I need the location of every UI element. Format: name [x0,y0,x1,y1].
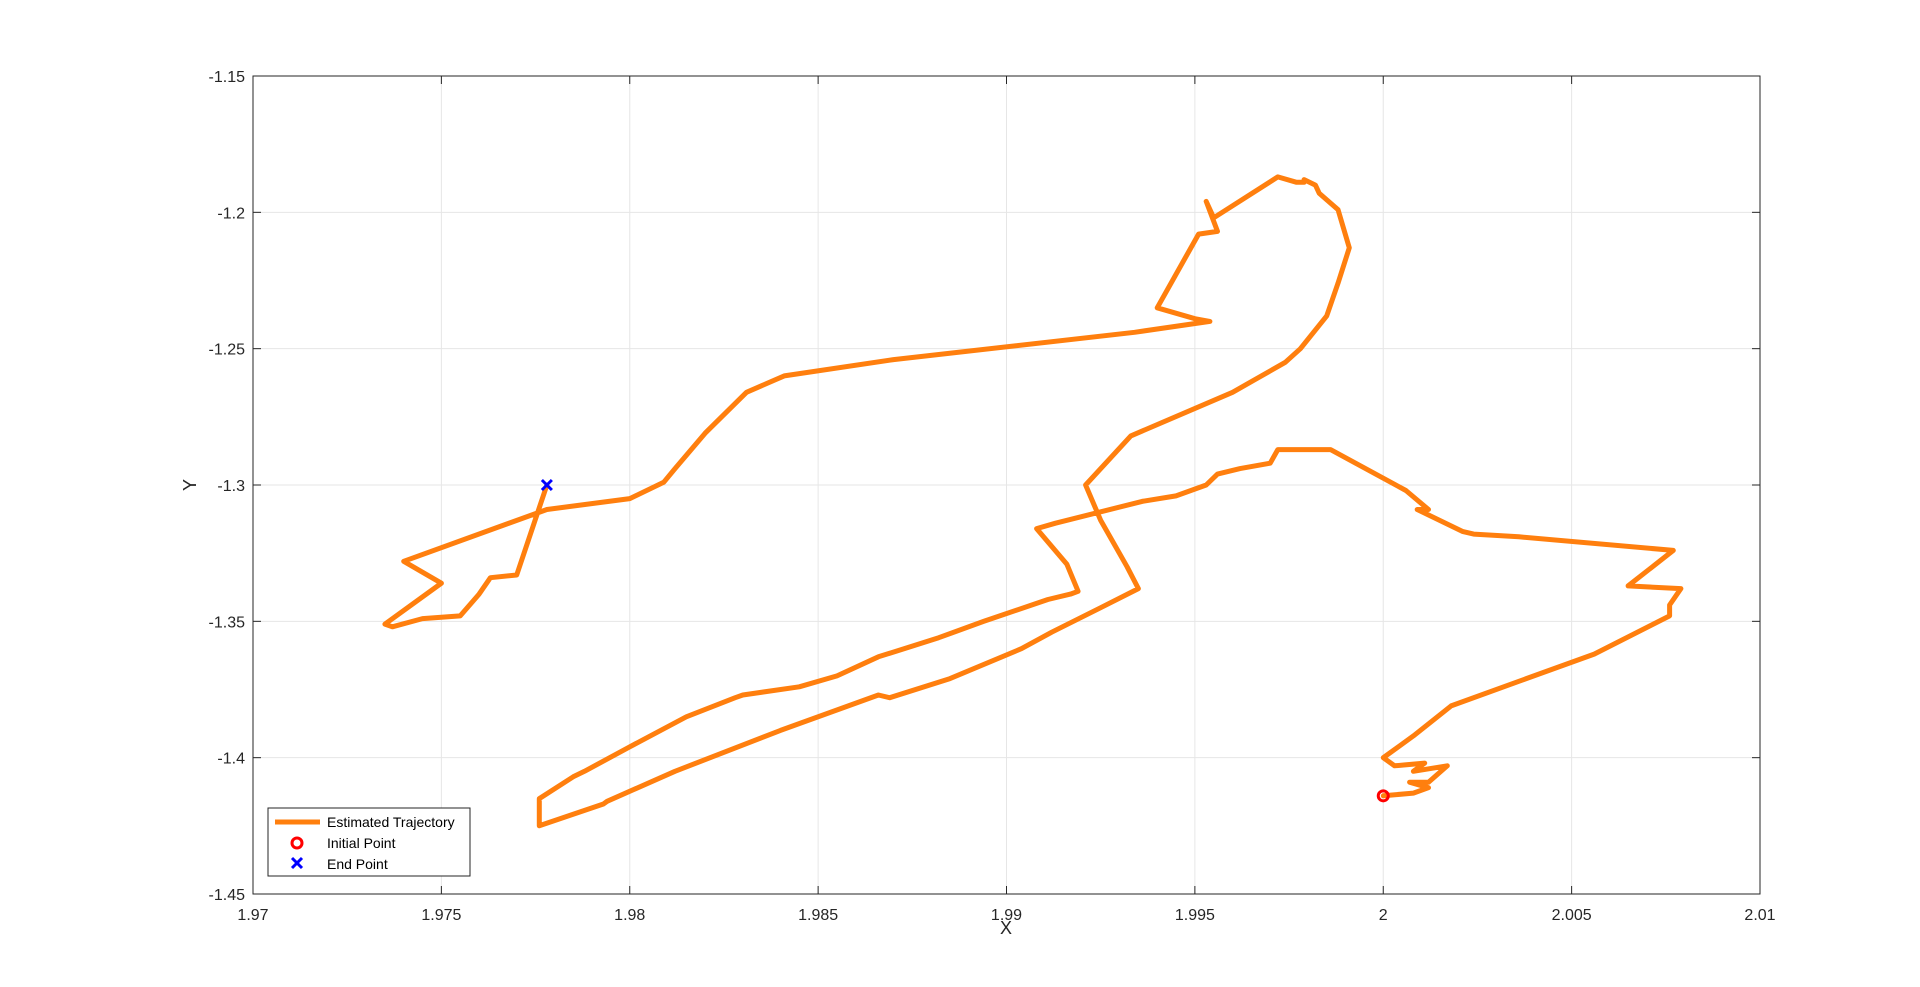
y-tick-label: -1.2 [217,205,245,222]
legend: Estimated Trajectory Initial Point End P… [267,807,471,877]
x-tick-label: 1.97 [237,907,268,924]
x-tick-label: 2 [1379,907,1388,924]
legend-label-initial: Initial Point [327,835,396,851]
y-tick-label: -1.15 [209,69,246,86]
x-tick-label: 1.99 [991,907,1022,924]
x-tick-label: 2.005 [1552,907,1592,924]
x-tick-label: 1.975 [421,907,461,924]
y-tick-label: -1.4 [217,751,245,768]
x-tick-label: 1.98 [614,907,645,924]
trajectory-line [382,174,1684,829]
legend-marker-end [290,856,304,870]
legend-label-trajectory: Estimated Trajectory [327,814,455,830]
ticks: 1.97 1.975 1.98 1.985 1.99 1.995 2 2.005 2.01 -1.… [209,69,1776,924]
y-axis-label: Y [180,479,200,491]
x-tick-label: 1.985 [798,907,838,924]
y-tick-label: -1.3 [217,478,245,495]
end-point-stroke-b [540,478,553,492]
x-axis-label: X [1000,918,1012,938]
series-layer [382,174,1684,829]
y-tick-label: -1.45 [209,887,246,904]
legend-label-end: End Point [327,856,388,872]
x-tick-label: 2.01 [1744,907,1775,924]
y-tick-label: -1.25 [209,342,246,359]
x-tick-label: 1.995 [1175,907,1215,924]
end-point-marker [540,478,553,492]
legend-marker-initial [290,836,304,850]
grid [253,76,1760,894]
initial-point-marker [1376,789,1390,803]
y-tick-label: -1.35 [209,614,246,631]
plot-area: 1.97 1.975 1.98 1.985 1.99 1.995 2 2.005 2.01 -1.… [209,69,1776,924]
